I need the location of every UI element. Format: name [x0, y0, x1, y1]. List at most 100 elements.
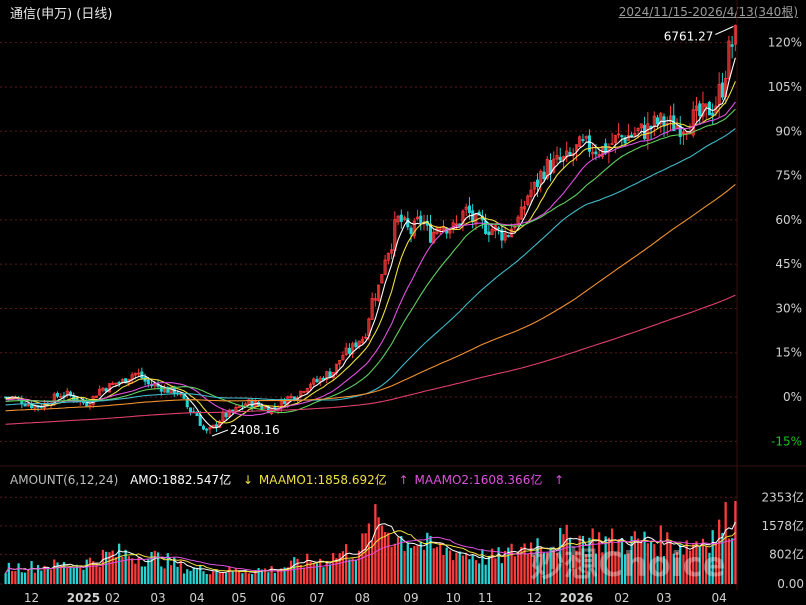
volume-bar — [494, 558, 497, 584]
volume-bar — [604, 536, 607, 584]
volume-bar — [179, 560, 182, 584]
volume-bar — [118, 543, 121, 584]
volume-bar — [617, 539, 620, 584]
candle-body — [428, 223, 433, 243]
volume-bar — [487, 555, 491, 584]
volume-bar — [254, 569, 257, 584]
price-tick-label: -15% — [771, 434, 802, 448]
candle-body — [636, 128, 640, 131]
candle-body — [516, 216, 520, 226]
volume-bar — [672, 553, 675, 584]
volume-bar — [312, 563, 315, 584]
candle-body — [370, 298, 374, 320]
volume-bar — [730, 538, 734, 584]
candle-body — [201, 425, 206, 430]
candle-body — [529, 189, 533, 197]
volume-bar — [267, 572, 270, 584]
candle-body — [185, 398, 189, 408]
volume-bar — [189, 570, 192, 584]
volume-bar — [708, 552, 711, 584]
candle-body — [539, 170, 543, 185]
x-tick-label: 04 — [712, 591, 727, 605]
volume-bar — [160, 566, 163, 584]
candle-body — [390, 249, 394, 254]
candle-body — [633, 132, 637, 136]
volume-bar — [474, 560, 478, 584]
candle-body — [347, 347, 351, 354]
volume-bar — [481, 549, 484, 584]
candle-body — [523, 206, 527, 210]
volume-bar — [721, 532, 724, 584]
volume-bar — [276, 569, 280, 584]
volume-bar — [101, 549, 105, 584]
candle-body — [584, 136, 588, 139]
volume-bar — [727, 538, 731, 584]
volume-bar — [315, 563, 319, 584]
volume-bars — [4, 501, 737, 584]
candle-body — [166, 387, 170, 393]
candle-body — [396, 215, 400, 223]
volume-bar — [212, 571, 215, 584]
volume-bar — [630, 536, 633, 584]
candle-body — [373, 298, 377, 301]
candle-body — [59, 396, 63, 398]
volume-bar — [422, 549, 426, 584]
date-range-label[interactable]: 2024/11/15-2026/4/13(340根) — [618, 5, 798, 19]
candle-body — [623, 137, 627, 144]
candle-body — [315, 379, 319, 383]
volume-bar — [85, 559, 88, 584]
candle-body — [574, 144, 578, 152]
volume-bar — [319, 558, 322, 584]
volume-bar — [523, 543, 526, 584]
candle-body — [646, 123, 650, 140]
volume-bar — [429, 535, 432, 584]
volume-bar — [341, 551, 345, 584]
volume-bar — [620, 538, 623, 584]
candle-body — [383, 259, 387, 275]
volume-bar — [82, 569, 85, 584]
volume-bar — [455, 552, 458, 584]
volume-bar — [705, 545, 708, 584]
volume-bar — [7, 562, 11, 584]
volume-bar — [549, 547, 552, 584]
candle-body — [467, 205, 471, 213]
low-arrow — [211, 429, 229, 437]
volume-bar — [565, 524, 568, 584]
volume-bar — [510, 543, 513, 584]
volume-bar — [221, 572, 225, 584]
volume-bar — [413, 546, 416, 584]
volume-bar — [95, 563, 98, 584]
candle-body — [263, 406, 267, 409]
volume-bar — [675, 552, 679, 584]
volume-tick-label: 1578亿 — [761, 518, 804, 533]
candle-body — [484, 220, 488, 234]
candle-body — [321, 377, 326, 381]
volume-bar — [448, 550, 452, 584]
volume-bar — [591, 528, 594, 584]
volume-bar — [685, 540, 688, 584]
volume-bar — [552, 550, 555, 584]
volume-bar — [208, 574, 212, 584]
candle-body — [630, 134, 634, 137]
candle-body — [98, 388, 102, 396]
volume-bar — [734, 501, 737, 584]
candle-body — [140, 371, 144, 379]
volume-bar — [98, 566, 101, 584]
candle-body — [386, 252, 390, 261]
volume-bar — [536, 538, 539, 584]
candle-body — [198, 414, 202, 426]
volume-bar — [199, 564, 202, 584]
volume-bar — [163, 568, 166, 584]
volume-bar — [370, 540, 374, 584]
volume-bar — [241, 573, 244, 584]
volume-bar — [578, 535, 581, 584]
volume-bar — [468, 559, 471, 584]
grid-lines — [0, 0, 806, 590]
volume-bar — [150, 551, 153, 584]
volume-bar — [529, 542, 533, 584]
candle-body — [727, 40, 731, 80]
x-tick-label: 2026 — [560, 591, 593, 605]
volume-bar — [335, 558, 338, 584]
candle-body — [458, 223, 462, 226]
volume-bar — [682, 554, 685, 584]
